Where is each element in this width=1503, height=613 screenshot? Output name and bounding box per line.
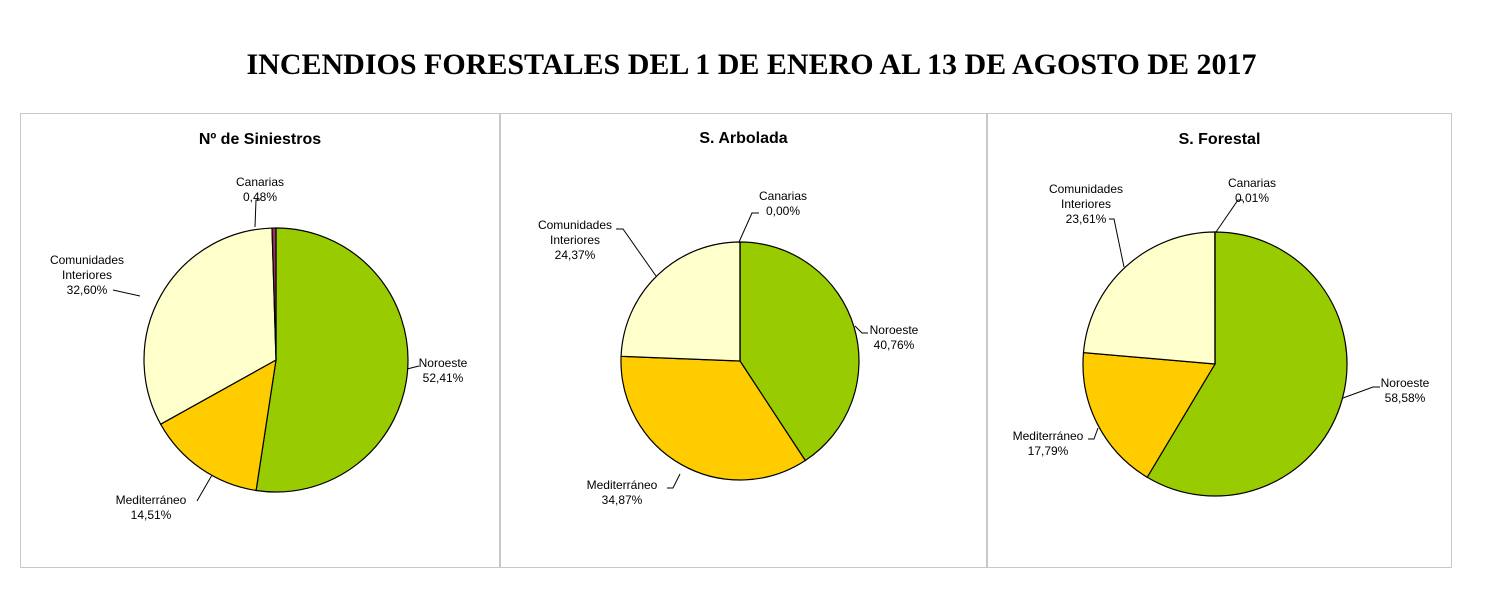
pie-slice-mediterraneo (620, 355, 807, 481)
leader-line (738, 212, 759, 243)
chart-title: S. Forestal (1178, 131, 1261, 148)
slice-label-canarias: Canarias 0,48% (236, 175, 284, 204)
leader-line (406, 365, 420, 370)
slice-label-comunidades-interiores: Comunidades Interiores 24,37% (538, 218, 612, 262)
pie-slice-comunidades-interiores (620, 241, 741, 362)
slice-label-canarias: Canarias 0,00% (759, 189, 807, 218)
slice-label-mediterraneo: Mediterráneo 17,79% (1013, 429, 1084, 458)
slice-label-comunidades-interiores: Comunidades Interiores 32,60% (50, 253, 124, 297)
leader-line (1109, 218, 1125, 268)
leader-line (1215, 199, 1243, 233)
slice-label-mediterraneo: Mediterráneo 14,51% (116, 493, 187, 522)
pie-slice-comunidades-interiores (1082, 231, 1216, 365)
pie-chart: Noroeste 58,58% Mediterráneo 17,79% Comunida… (1013, 176, 1430, 497)
leader-line (854, 325, 868, 334)
leader-line (667, 473, 681, 489)
pie-slice-noroeste (1146, 231, 1348, 497)
leader-line (1342, 386, 1380, 399)
leader-line (254, 199, 260, 228)
slice-label-comunidades-interiores: Comunidades Interiores 23,61% (1049, 182, 1123, 226)
slice-label-noroeste: Noroeste 40,76% (870, 323, 919, 352)
pie-slice-noroeste (255, 227, 409, 493)
chart-title: S. Arbolada (699, 130, 788, 147)
slice-label-noroeste: Noroeste 52,41% (419, 356, 468, 385)
slice-label-canarias: Canarias 0,01% (1228, 176, 1276, 205)
pie-chart: Noroeste 40,76% Mediterráneo 34,87% Comunida… (538, 189, 919, 507)
chart-title: Nº de Siniestros (198, 131, 322, 148)
slice-label-noroeste: Noroeste 58,58% (1381, 376, 1430, 405)
pie-slice-mediterraneo (159, 358, 277, 492)
leader-line (196, 474, 213, 502)
leader-line (616, 228, 657, 277)
chart-panel-siniestros: Nº de Siniestros Noroeste 52,41% Mediterrá… (20, 113, 500, 568)
pie-slice-canarias (271, 227, 277, 361)
pie-slice-mediterraneo (1082, 351, 1217, 479)
leader-line (112, 289, 141, 297)
pie-chart: Noroeste 52,41% Mediterráneo 14,51% Comunida… (50, 175, 468, 522)
leader-line (1088, 427, 1099, 440)
chart-panel-forestal: S. Forestal Noroeste 58,58% Mediterráneo 17… (987, 113, 1452, 568)
page-title: INCENDIOS FORESTALES DEL 1 DE ENERO AL 1… (246, 48, 1257, 81)
chart-panel-arbolada: S. Arbolada Noroeste 40,76% Mediterráneo 34… (500, 113, 987, 568)
slice-label-mediterraneo: Mediterráneo 34,87% (587, 478, 658, 507)
pie-slice-comunidades-interiores (143, 227, 277, 425)
